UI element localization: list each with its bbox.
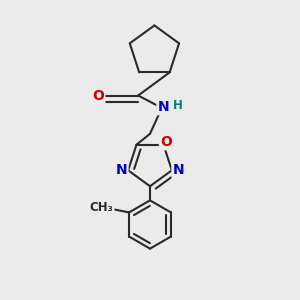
Text: N: N	[158, 100, 169, 114]
Text: O: O	[92, 88, 104, 103]
Text: H: H	[173, 99, 183, 112]
Text: CH₃: CH₃	[90, 201, 114, 214]
Text: N: N	[116, 163, 127, 177]
Text: O: O	[160, 135, 172, 149]
Text: N: N	[172, 163, 184, 177]
